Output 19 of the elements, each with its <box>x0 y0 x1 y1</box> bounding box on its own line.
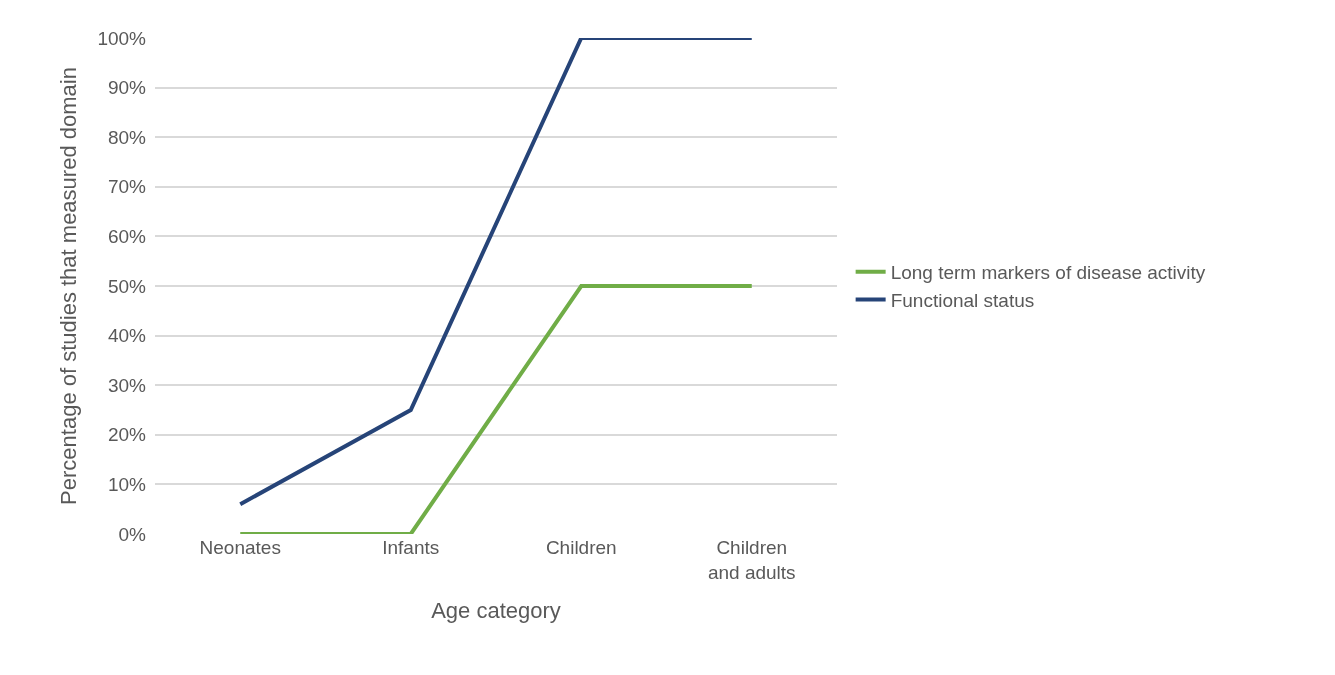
y-tick-label: 20% <box>107 424 147 446</box>
x-tick-label: Children and adults <box>707 537 796 583</box>
x-tick-label: Infants <box>382 537 440 558</box>
x-tick-label: Children <box>545 537 617 558</box>
y-tick-label: 40% <box>107 325 147 347</box>
y-tick-label: 0% <box>118 523 147 545</box>
y-tick-label: 100% <box>97 27 147 49</box>
y-tick-label: 30% <box>107 374 147 396</box>
legend-label: Long term markers of disease activity <box>890 262 1206 284</box>
y-tick-label: 10% <box>107 474 147 496</box>
y-tick-label: 90% <box>107 77 147 99</box>
legend-label: Functional status <box>890 289 1035 311</box>
y-tick-label: 80% <box>107 126 147 148</box>
x-tick-label: Neonates <box>199 537 281 558</box>
y-axis-title: Percentage of studies that measured domain <box>56 67 82 505</box>
y-tick-label: 50% <box>107 275 147 297</box>
y-tick-label: 60% <box>107 226 147 248</box>
y-tick-label: 70% <box>107 176 147 198</box>
x-axis-title: Age category <box>431 597 561 623</box>
